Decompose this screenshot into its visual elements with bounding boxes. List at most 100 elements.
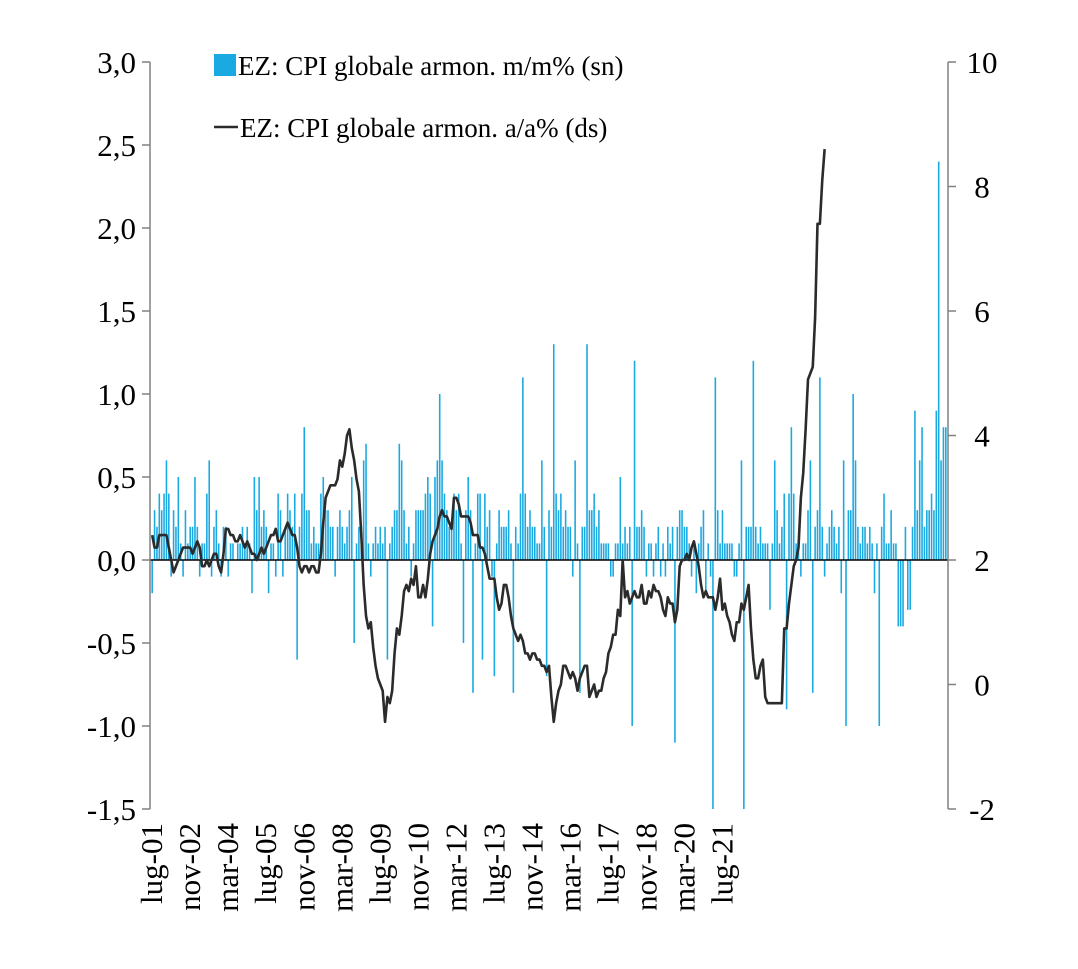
- bar: [372, 543, 374, 560]
- bar: [681, 510, 683, 560]
- bar: [847, 510, 850, 560]
- bar: [258, 477, 260, 560]
- bar: [690, 560, 693, 577]
- bar: [645, 560, 648, 577]
- bar: [655, 543, 657, 560]
- bar: [550, 526, 553, 560]
- bar: [305, 510, 308, 560]
- left-tick-label: -1,5: [87, 792, 136, 827]
- bar: [455, 510, 458, 560]
- bar: [462, 560, 465, 643]
- x-tick-label: lug-01: [134, 823, 169, 904]
- bar: [697, 543, 700, 560]
- bar: [182, 560, 184, 577]
- bar: [752, 360, 755, 560]
- bar: [621, 543, 624, 560]
- bar: [876, 543, 878, 560]
- bar: [586, 344, 588, 560]
- bar: [567, 526, 569, 560]
- legend-swatch-bar: [214, 54, 236, 76]
- bar: [719, 543, 721, 560]
- bar: [700, 526, 702, 560]
- bar: [350, 477, 353, 560]
- bar: [260, 526, 263, 560]
- bar: [835, 543, 838, 560]
- bar: [728, 543, 731, 560]
- bar: [367, 543, 370, 560]
- bar: [191, 526, 194, 560]
- bar: [759, 526, 762, 560]
- bar: [560, 493, 562, 560]
- bar: [778, 543, 781, 560]
- bar: [291, 526, 294, 560]
- bar: [617, 543, 619, 560]
- bar: [524, 493, 527, 560]
- x-tick-label: lug-09: [362, 823, 397, 904]
- bar: [609, 560, 612, 577]
- bar: [861, 526, 864, 560]
- bar: [911, 526, 914, 560]
- bar: [172, 510, 175, 560]
- bar: [491, 560, 493, 577]
- bar: [165, 460, 168, 560]
- bar: [303, 427, 306, 560]
- bar: [424, 493, 427, 560]
- right-y-ticks: 10 8 6 4 2 0 -2: [948, 45, 998, 827]
- bar: [493, 560, 496, 677]
- bar: [821, 526, 824, 560]
- bar: [405, 543, 408, 560]
- bar: [255, 510, 258, 560]
- bar: [170, 560, 172, 577]
- right-tick-label: 4: [974, 419, 990, 454]
- bar: [253, 477, 256, 560]
- bar: [909, 560, 911, 610]
- bar: [593, 493, 595, 560]
- bar: [693, 543, 695, 560]
- legend-label-line: EZ: CPI globale armon. a/a% (ds): [240, 113, 607, 143]
- bar: [940, 460, 942, 560]
- x-tick-label: lug-05: [248, 823, 283, 904]
- bar: [486, 526, 489, 560]
- left-y-ticks: 3,0 2,5 2,0 1,5 1,0 0,5 0,0 -0,5 -1,0 -1,5: [87, 45, 150, 827]
- bar: [830, 510, 833, 560]
- bar: [819, 377, 821, 560]
- bar: [400, 460, 403, 560]
- bar: [474, 543, 477, 560]
- bar: [538, 543, 541, 560]
- right-tick-label: 10: [967, 45, 998, 80]
- bar: [517, 543, 519, 560]
- bar: [636, 526, 638, 560]
- bar: [702, 510, 705, 560]
- bar: [866, 543, 869, 560]
- bar: [184, 510, 187, 560]
- bar: [638, 526, 641, 560]
- bar: [460, 543, 462, 560]
- bar: [595, 526, 598, 560]
- bar: [438, 394, 441, 560]
- bar: [738, 543, 740, 560]
- bar: [244, 543, 246, 560]
- bar: [631, 560, 633, 726]
- x-tick-label: nov-06: [286, 823, 321, 911]
- bar: [888, 543, 890, 560]
- bar: [716, 510, 719, 560]
- bar: [880, 526, 883, 560]
- bar: [450, 526, 453, 560]
- bar: [239, 543, 241, 560]
- bar: [667, 526, 669, 560]
- bar: [389, 543, 391, 560]
- bar: [664, 560, 667, 577]
- x-tick-label: mar-04: [210, 822, 245, 911]
- bar: [507, 510, 510, 560]
- bar: [526, 526, 529, 560]
- bar: [427, 477, 429, 560]
- bar: [488, 510, 491, 560]
- bar: [248, 543, 251, 560]
- bar: [845, 560, 847, 726]
- bar: [937, 161, 940, 560]
- bar: [828, 526, 831, 560]
- x-tick-label: nov-10: [400, 823, 435, 911]
- bar: [510, 543, 512, 560]
- bar: [569, 526, 572, 560]
- legend-label-bar: EZ: CPI globale armon. m/m% (sn): [238, 51, 623, 81]
